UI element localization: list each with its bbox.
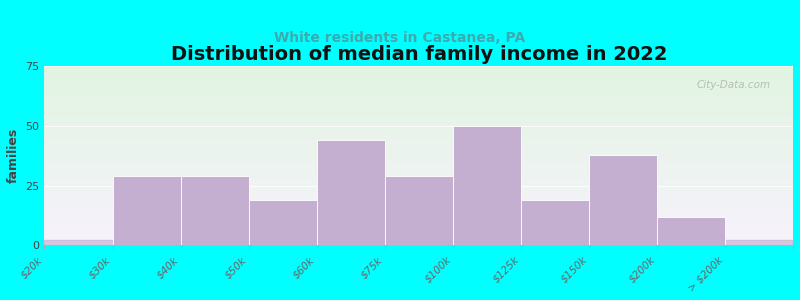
Bar (113, 176, 181, 245)
Bar (657, 217, 725, 245)
Text: City-Data.com: City-Data.com (697, 80, 770, 90)
Text: White residents in Castanea, PA: White residents in Castanea, PA (274, 32, 526, 46)
Bar (317, 140, 385, 245)
Bar (453, 126, 521, 245)
Bar (181, 176, 249, 245)
Title: Distribution of median family income in 2022: Distribution of median family income in … (170, 45, 667, 64)
Bar (385, 176, 453, 245)
Bar (521, 200, 589, 245)
Bar (45, 239, 793, 245)
Bar (589, 154, 657, 245)
Y-axis label: families: families (7, 128, 20, 183)
Bar (249, 200, 317, 245)
